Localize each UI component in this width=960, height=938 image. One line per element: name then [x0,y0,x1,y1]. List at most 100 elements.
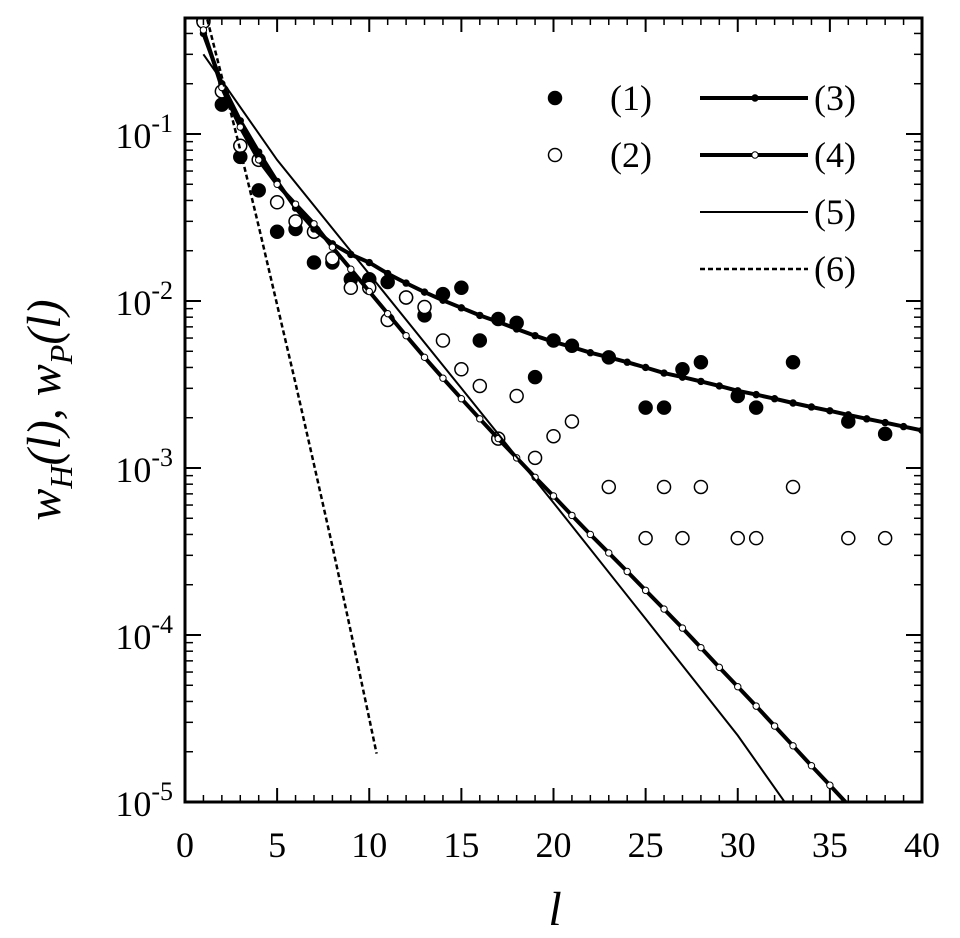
series-4 [199,26,870,828]
line-marker [697,377,705,386]
line-marker [383,309,392,318]
line-marker [807,761,816,770]
x-tick-label: 15 [443,825,479,865]
line-marker [826,781,834,789]
line-marker [715,663,724,672]
x-tick-label: 10 [351,825,387,865]
y-tick-exponent: -3 [151,443,173,472]
y-axis-label: wH(l), wP(l) [18,299,79,520]
data-point-filled [472,333,488,348]
y-tick-label: 10-4 [115,610,173,657]
line-marker [807,403,816,411]
y-axis-label-middle: (l), w [18,364,71,465]
data-point-filled [748,400,764,415]
line-marker [549,492,558,500]
line-marker [660,369,668,377]
line-marker [236,123,244,131]
line-marker [476,311,484,320]
data-point-open [509,388,524,404]
line-marker [881,418,889,427]
y-axis-label-end: (l) [18,299,71,344]
line-marker [347,265,355,273]
legend-label: (2) [610,135,652,175]
data-point-open [527,450,543,466]
data-point-open [564,414,580,429]
data-point-open [472,378,488,394]
data-point-open [288,214,303,229]
data-point-open [730,530,745,546]
legend-marker [751,94,759,102]
y-axis-label-sub-h: H [43,464,79,490]
data-point-open [343,280,359,296]
data-point-open [398,290,414,305]
line-marker [420,353,429,362]
x-tick-label: 35 [812,825,848,865]
line-marker [568,343,576,351]
line-marker [365,258,373,267]
data-point-filled [785,354,801,370]
line-marker [864,822,870,828]
line-marker [715,382,724,390]
series-line [205,18,378,754]
data-point-open [325,251,340,266]
y-tick-exponent: -2 [151,276,173,305]
y-tick-exponent: -1 [151,109,173,138]
line-marker [420,288,429,296]
y-tick-label: 10-5 [115,777,173,824]
data-point-open [454,362,469,377]
x-tick-label: 20 [536,825,572,865]
data-point-open [638,530,653,546]
line-marker [623,358,631,366]
legend-marker [751,151,759,159]
line-marker [549,338,558,346]
legend-entry-6: (6) [700,249,856,289]
line-marker [641,586,650,595]
line-marker [255,156,263,164]
line-marker [899,422,908,431]
line-marker [770,722,779,730]
legend: (1) (2) (3) (4) (5) (6) [547,78,856,289]
data-point-filled [656,400,672,415]
data-point-open [435,333,451,348]
legend-label: (3) [814,78,856,118]
y-tick-label: 10-3 [115,443,173,490]
series-line [202,53,786,802]
line-marker [586,530,595,539]
line-marker [457,304,466,312]
data-point-filled [638,400,653,415]
line-marker [568,511,576,520]
line-marker [844,411,852,419]
line-marker [494,318,502,326]
line-marker [678,624,687,632]
legend-entry-2: (2) [547,135,652,175]
line-marker [605,353,613,362]
x-tick-label: 30 [720,825,756,865]
line-marker [365,287,373,296]
line-marker [457,394,466,403]
series-line [201,29,849,802]
y-tick-label: 10-1 [115,109,173,156]
line-marker [826,407,834,415]
data-point-open [693,479,709,495]
data-point-open [877,530,893,546]
data-point-open [601,479,617,495]
line-marker [291,200,300,208]
data-layer [196,18,922,828]
line-marker [660,605,668,613]
data-point-filled [251,183,266,198]
line-marker [439,374,447,382]
line-marker [678,373,687,381]
legend-label: (6) [814,249,856,289]
data-point-open [656,479,672,495]
line-marker [586,349,595,357]
y-tick-label: 10-2 [115,276,173,323]
line-marker [734,387,742,395]
data-point-open [417,299,432,315]
data-point-open [546,428,561,444]
data-point-open [269,195,285,210]
line-marker [863,415,871,423]
legend-label: (1) [610,78,652,118]
line-marker [734,683,742,691]
line-marker [512,325,521,333]
